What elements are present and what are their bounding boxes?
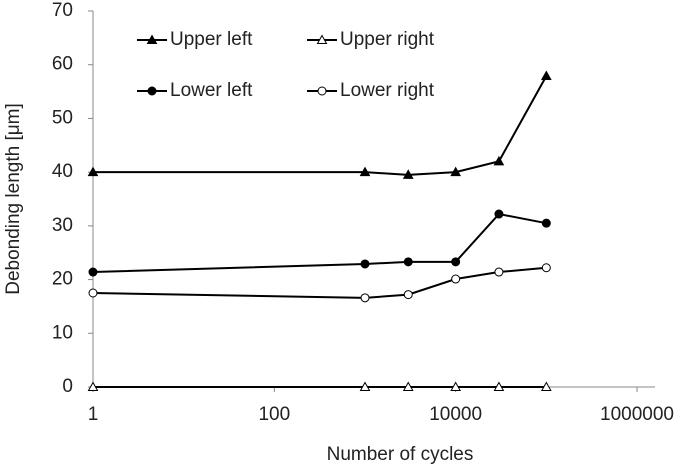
data-point xyxy=(403,257,413,267)
data-point xyxy=(402,381,414,391)
legend-label: Upper left xyxy=(170,29,253,50)
data-point xyxy=(450,166,462,177)
x-tick-label: 10000 xyxy=(429,404,482,425)
data-point xyxy=(87,166,99,177)
y-tick-label: 60 xyxy=(52,54,73,75)
y-tick-label: 50 xyxy=(52,107,73,128)
data-point xyxy=(451,274,461,284)
x-tick-label: 100 xyxy=(258,404,290,425)
data-point xyxy=(451,257,461,267)
data-point xyxy=(541,218,551,228)
legend-marker xyxy=(147,86,157,96)
y-tick-label: 30 xyxy=(52,215,73,236)
data-point xyxy=(450,381,462,391)
y-tick-label: 10 xyxy=(52,322,73,343)
data-point xyxy=(359,166,371,177)
legend-label: Lower right xyxy=(340,80,435,101)
data-point xyxy=(494,267,504,277)
y-tick-label: 0 xyxy=(62,376,73,397)
y-tick-label: 20 xyxy=(52,269,73,290)
x-tick-label: 1 xyxy=(88,404,99,425)
data-point xyxy=(402,169,414,179)
data-point xyxy=(359,381,371,391)
legend-label: Lower left xyxy=(170,80,253,101)
y-tick-label: 40 xyxy=(52,161,73,182)
legend-marker xyxy=(316,34,328,44)
y-tick-label: 70 xyxy=(52,0,73,21)
series-line xyxy=(92,212,547,274)
y-axis-label: Debonding length [μm] xyxy=(3,103,24,295)
data-point xyxy=(540,381,552,391)
data-point xyxy=(360,259,370,269)
data-point xyxy=(88,288,98,298)
legend-label: Upper right xyxy=(340,29,435,50)
series-line xyxy=(92,266,547,299)
data-point xyxy=(493,381,505,391)
data-point xyxy=(403,290,413,300)
data-point xyxy=(541,263,551,273)
x-tick-label: 1000000 xyxy=(600,404,674,425)
data-point xyxy=(87,381,99,391)
series-line xyxy=(93,75,548,176)
data-point xyxy=(493,155,505,166)
data-point xyxy=(494,209,504,219)
data-point xyxy=(540,70,552,80)
x-axis-label: Number of cycles xyxy=(327,444,474,465)
data-point xyxy=(88,267,98,277)
legend-marker xyxy=(146,34,158,44)
data-point xyxy=(360,293,370,303)
legend-marker xyxy=(317,86,327,96)
